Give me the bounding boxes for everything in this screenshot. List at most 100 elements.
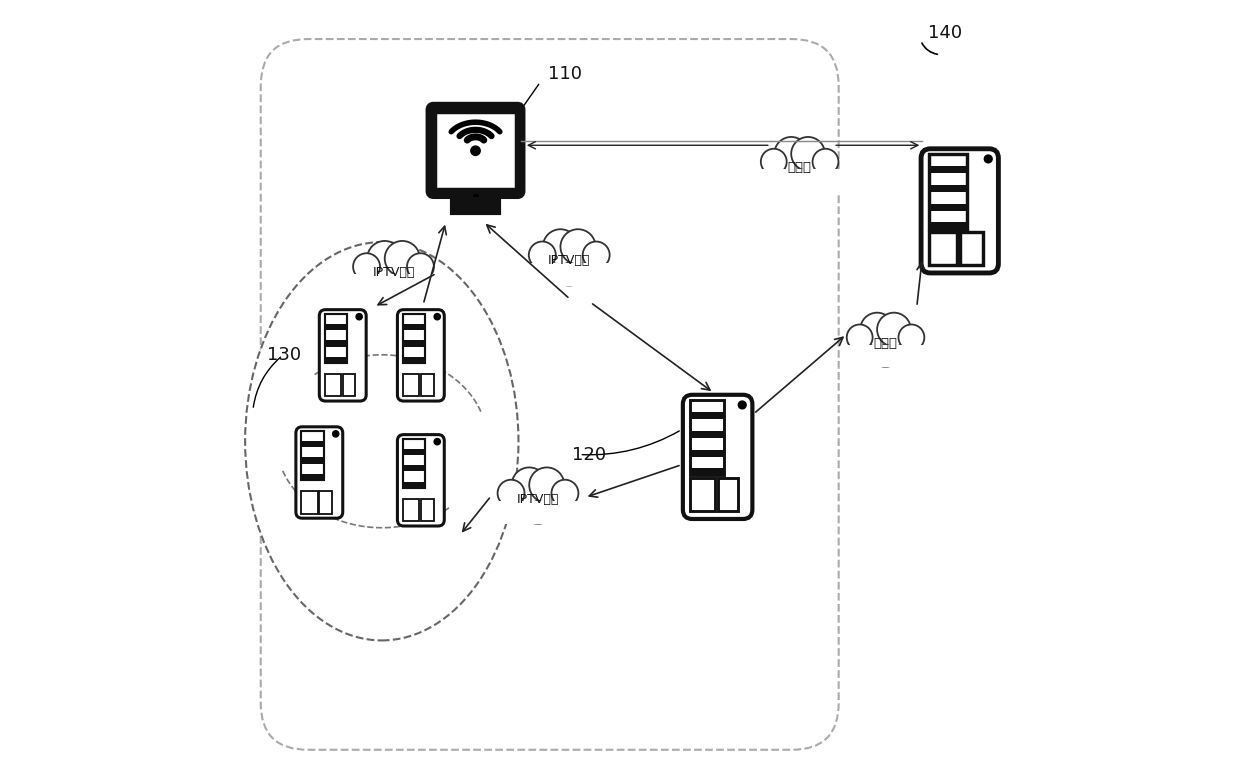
Circle shape <box>862 319 909 366</box>
FancyBboxPatch shape <box>429 105 522 195</box>
FancyBboxPatch shape <box>929 223 967 230</box>
Circle shape <box>434 439 440 445</box>
Text: 互联网: 互联网 <box>873 337 898 350</box>
Circle shape <box>384 241 420 276</box>
FancyBboxPatch shape <box>689 403 724 410</box>
Circle shape <box>529 467 564 503</box>
FancyBboxPatch shape <box>843 344 928 367</box>
FancyBboxPatch shape <box>403 465 425 472</box>
Circle shape <box>776 144 823 191</box>
FancyBboxPatch shape <box>961 233 983 266</box>
FancyBboxPatch shape <box>350 274 438 298</box>
FancyBboxPatch shape <box>689 431 724 438</box>
Circle shape <box>877 312 911 347</box>
Text: 110: 110 <box>548 65 582 84</box>
Text: IPTV专网: IPTV专网 <box>372 266 414 279</box>
Circle shape <box>847 324 873 351</box>
Circle shape <box>544 236 594 285</box>
FancyBboxPatch shape <box>325 316 347 322</box>
Circle shape <box>543 230 578 264</box>
Circle shape <box>512 467 547 503</box>
Circle shape <box>513 475 563 524</box>
FancyBboxPatch shape <box>301 441 324 448</box>
FancyBboxPatch shape <box>494 501 582 524</box>
FancyBboxPatch shape <box>403 440 425 447</box>
Circle shape <box>985 155 992 163</box>
FancyBboxPatch shape <box>342 374 356 396</box>
FancyBboxPatch shape <box>320 491 332 514</box>
FancyBboxPatch shape <box>929 213 967 220</box>
FancyBboxPatch shape <box>403 473 425 480</box>
FancyArrowPatch shape <box>528 141 768 149</box>
FancyBboxPatch shape <box>325 357 347 363</box>
Circle shape <box>357 257 392 292</box>
FancyArrowPatch shape <box>836 141 918 149</box>
Ellipse shape <box>246 242 518 640</box>
FancyBboxPatch shape <box>325 348 347 355</box>
Circle shape <box>774 137 808 171</box>
FancyArrowPatch shape <box>378 275 434 305</box>
FancyBboxPatch shape <box>403 316 425 322</box>
FancyBboxPatch shape <box>403 457 425 463</box>
Text: 140: 140 <box>929 23 962 42</box>
FancyBboxPatch shape <box>929 233 957 266</box>
FancyBboxPatch shape <box>403 482 425 488</box>
Text: 130: 130 <box>267 346 301 365</box>
FancyBboxPatch shape <box>325 341 347 347</box>
Circle shape <box>353 253 379 280</box>
Text: 互联网: 互联网 <box>787 161 812 174</box>
FancyBboxPatch shape <box>403 332 425 338</box>
FancyBboxPatch shape <box>397 309 444 401</box>
FancyBboxPatch shape <box>403 348 425 355</box>
FancyBboxPatch shape <box>929 185 967 192</box>
FancyBboxPatch shape <box>301 449 324 455</box>
Circle shape <box>560 230 595 264</box>
FancyBboxPatch shape <box>689 450 724 457</box>
FancyBboxPatch shape <box>325 324 347 330</box>
FancyBboxPatch shape <box>403 374 419 396</box>
Circle shape <box>434 313 440 320</box>
FancyBboxPatch shape <box>301 458 324 464</box>
FancyArrowPatch shape <box>424 226 446 302</box>
FancyBboxPatch shape <box>420 374 434 396</box>
FancyArrowPatch shape <box>918 262 925 304</box>
FancyBboxPatch shape <box>403 449 425 455</box>
FancyArrowPatch shape <box>593 304 711 390</box>
FancyBboxPatch shape <box>320 309 366 401</box>
Circle shape <box>370 248 418 297</box>
FancyBboxPatch shape <box>420 499 434 522</box>
Circle shape <box>332 431 339 437</box>
Circle shape <box>791 137 825 171</box>
FancyBboxPatch shape <box>929 176 967 183</box>
Circle shape <box>502 483 537 519</box>
Circle shape <box>899 324 924 351</box>
FancyBboxPatch shape <box>758 169 842 191</box>
FancyBboxPatch shape <box>689 440 724 448</box>
FancyBboxPatch shape <box>301 433 324 439</box>
FancyBboxPatch shape <box>301 474 324 480</box>
FancyBboxPatch shape <box>689 469 724 476</box>
Circle shape <box>570 245 605 281</box>
FancyBboxPatch shape <box>403 324 425 330</box>
FancyBboxPatch shape <box>260 39 838 750</box>
FancyBboxPatch shape <box>929 166 967 173</box>
Text: IPTV专网: IPTV专网 <box>548 255 590 267</box>
FancyBboxPatch shape <box>929 194 967 201</box>
FancyBboxPatch shape <box>689 412 724 419</box>
FancyArrowPatch shape <box>589 465 680 497</box>
Circle shape <box>539 483 574 519</box>
FancyBboxPatch shape <box>526 262 613 286</box>
Circle shape <box>367 241 402 276</box>
FancyArrowPatch shape <box>463 498 490 531</box>
Circle shape <box>801 153 835 187</box>
Circle shape <box>394 257 430 292</box>
FancyBboxPatch shape <box>683 395 753 519</box>
Text: 120: 120 <box>572 445 605 464</box>
FancyBboxPatch shape <box>403 341 425 347</box>
Circle shape <box>356 313 362 320</box>
FancyBboxPatch shape <box>689 422 724 429</box>
FancyBboxPatch shape <box>440 116 511 184</box>
Circle shape <box>887 329 920 362</box>
FancyBboxPatch shape <box>325 332 347 338</box>
Circle shape <box>497 480 525 507</box>
